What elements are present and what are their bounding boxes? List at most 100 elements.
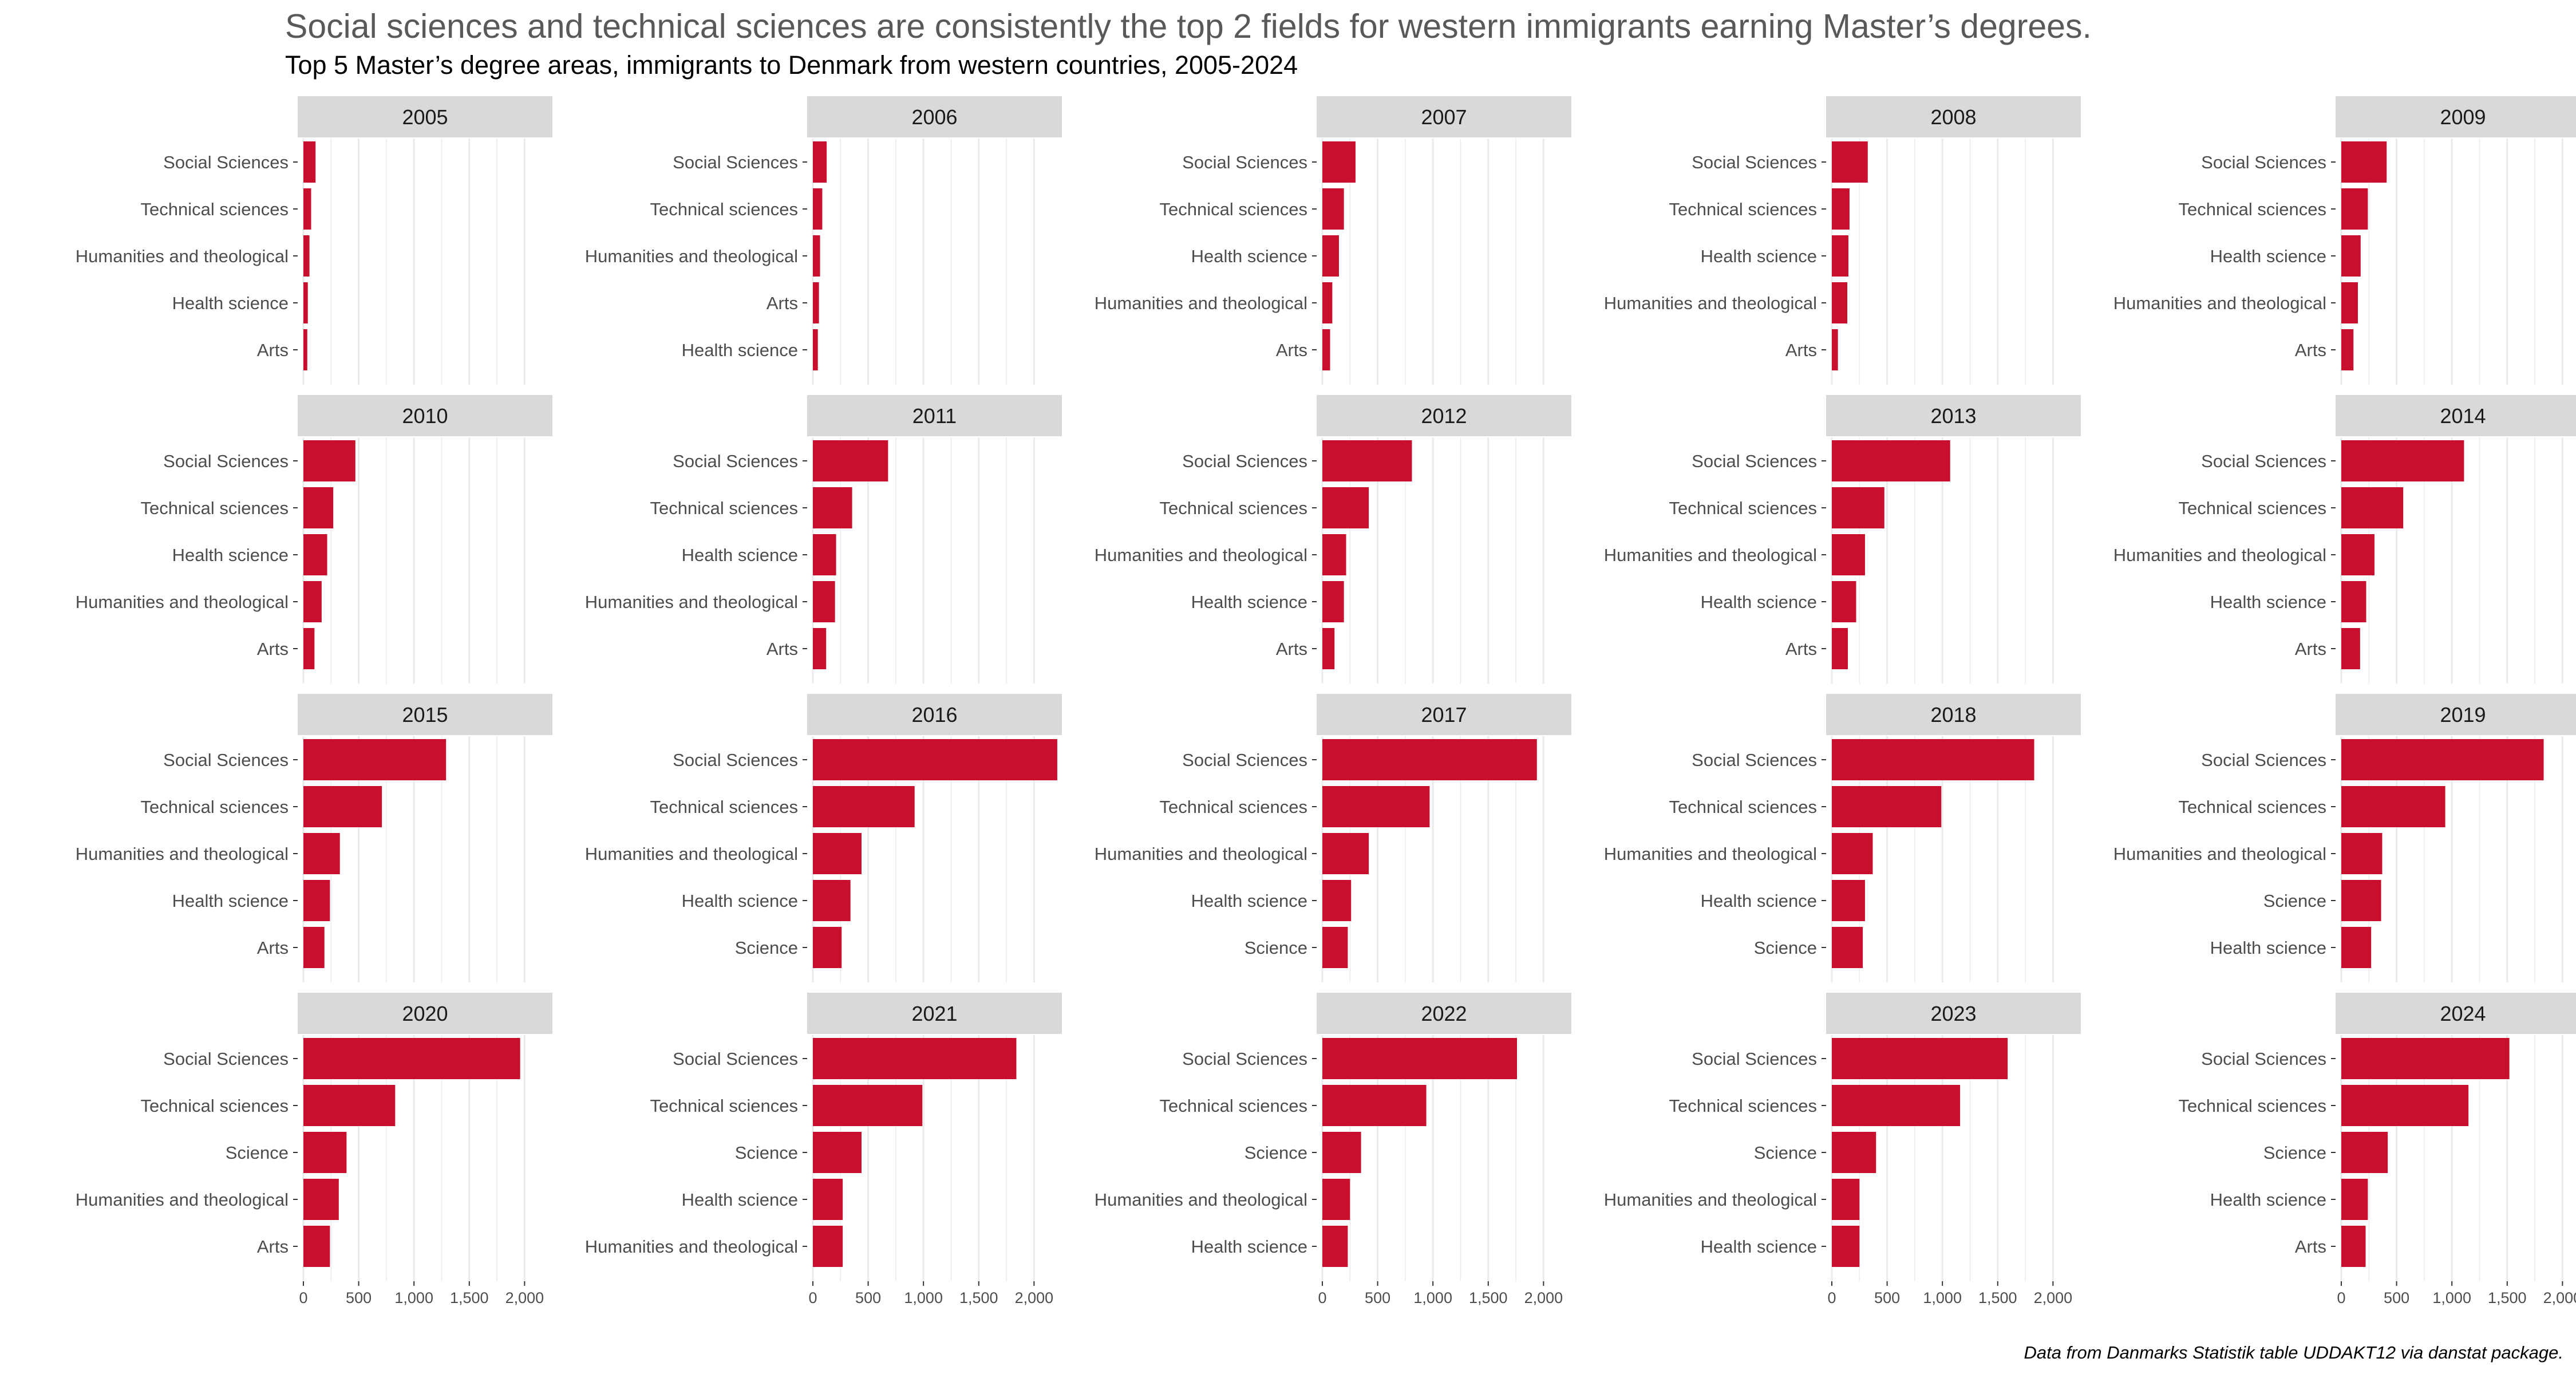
category-label: Arts — [767, 293, 798, 313]
facet-panel-2014: 2014 Social Sciences Technical sciences Hum… — [2113, 395, 2576, 684]
bar — [813, 1179, 843, 1220]
bar — [1322, 141, 1356, 183]
category-label: Technical sciences — [141, 199, 289, 219]
facet-strip-label: 2021 — [911, 1002, 957, 1025]
category-label: Humanities and theological — [2113, 545, 2326, 565]
bar — [303, 440, 355, 481]
facet-strip — [2336, 993, 2576, 1034]
bar — [813, 1085, 923, 1126]
bar — [303, 1132, 347, 1173]
category-label: Technical sciences — [1160, 498, 1307, 518]
category-label: Social Sciences — [1182, 152, 1307, 172]
category-label: Technical sciences — [1160, 1096, 1307, 1116]
bar — [2341, 329, 2354, 370]
category-label: Science — [1754, 1143, 1817, 1163]
category-label: Health science — [2210, 1190, 2326, 1210]
facet-panel-2024: 2024 Social Sciences Technical sciences Sci… — [2179, 993, 2576, 1306]
bar — [2341, 1038, 2510, 1079]
facet-panel-2017: 2017 Social Sciences Technical sciences Hum… — [1095, 694, 1571, 982]
bar — [1322, 1226, 1348, 1267]
category-label: Technical sciences — [2179, 199, 2326, 219]
bar — [1322, 628, 1335, 669]
x-tick-label: 1,500 — [959, 1289, 998, 1306]
facet-strip-label: 2008 — [1930, 105, 1976, 129]
bar — [1322, 282, 1333, 323]
bar — [2341, 880, 2381, 921]
bar — [303, 1226, 330, 1267]
facet-panel-2010: 2010 Social Sciences Technical sciences Hea… — [76, 395, 552, 684]
bar — [813, 1038, 1017, 1079]
bar — [1322, 487, 1369, 528]
category-label: Humanities and theological — [1604, 1190, 1817, 1210]
bar — [1832, 1085, 1961, 1126]
category-label: Technical sciences — [2179, 1096, 2326, 1116]
bar — [1832, 440, 1950, 481]
bar — [1832, 534, 1865, 575]
facet-strip — [1317, 694, 1571, 735]
bar — [1832, 235, 1848, 277]
category-label: Social Sciences — [1182, 1049, 1307, 1069]
category-label: Humanities and theological — [1604, 293, 1817, 313]
bar — [2341, 1085, 2469, 1126]
bar — [813, 786, 915, 827]
facet-strip-label: 2024 — [2440, 1002, 2486, 1025]
bar — [2341, 927, 2372, 968]
category-label: Health science — [1701, 592, 1817, 612]
facet-panel-2019: 2019 Social Sciences Technical sciences Hum… — [2113, 694, 2576, 982]
facet-panel-2008: 2008 Social Sciences Technical sciences Hea… — [1604, 96, 2081, 385]
bar — [1322, 188, 1344, 230]
facet-panel-2011: 2011 Social Sciences Technical sciences Hea… — [585, 395, 1062, 684]
category-label: Social Sciences — [1182, 451, 1307, 471]
category-label: Science — [2263, 891, 2326, 911]
facet-strip — [1826, 993, 2081, 1034]
x-tick-label: 2,000 — [505, 1289, 544, 1306]
category-label: Humanities and theological — [585, 246, 798, 266]
category-label: Technical sciences — [650, 199, 798, 219]
bar — [1322, 786, 1430, 827]
bar — [303, 581, 322, 622]
bar — [2341, 235, 2361, 277]
category-label: Social Sciences — [2201, 1049, 2326, 1069]
facet-strip — [807, 694, 1062, 735]
bar — [303, 833, 340, 874]
facet-strip — [1826, 694, 2081, 735]
bar — [813, 282, 819, 323]
x-tick-label: 1,000 — [1413, 1289, 1452, 1306]
bar — [1832, 282, 1848, 323]
category-label: Arts — [1276, 340, 1307, 360]
x-tick-label: 1,000 — [2432, 1289, 2471, 1306]
bar — [1832, 188, 1850, 230]
facet-strip — [298, 694, 552, 735]
bar — [813, 581, 835, 622]
facet-strip-label: 2016 — [911, 703, 957, 727]
facet-strip-label: 2013 — [1930, 404, 1976, 428]
facet-strip-label: 2018 — [1930, 703, 1976, 727]
bar — [1322, 440, 1412, 481]
x-tick-label: 0 — [808, 1289, 817, 1306]
category-label: Technical sciences — [650, 498, 798, 518]
x-tick-label: 2,000 — [2034, 1289, 2073, 1306]
facet-panel-2012: 2012 Social Sciences Technical sciences Hum… — [1095, 395, 1571, 684]
facet-strip-label: 2019 — [2440, 703, 2486, 727]
category-label: Health science — [1191, 592, 1307, 612]
category-label: Arts — [1276, 639, 1307, 659]
x-tick-label: 2,000 — [1015, 1289, 1054, 1306]
facet-strip-label: 2005 — [402, 105, 448, 129]
category-label: Humanities and theological — [1095, 844, 1307, 864]
bar — [2341, 440, 2464, 481]
bar — [2341, 786, 2445, 827]
bar — [813, 880, 851, 921]
category-label: Health science — [682, 1190, 798, 1210]
bar — [1832, 1179, 1860, 1220]
bar — [813, 141, 827, 183]
bar — [303, 487, 334, 528]
category-label: Humanities and theological — [585, 1237, 798, 1257]
x-tick-label: 500 — [2384, 1289, 2409, 1306]
bar — [1832, 628, 1848, 669]
category-label: Humanities and theological — [585, 844, 798, 864]
facet-panel-2009: 2009 Social Sciences Technical sciences Hea… — [2113, 96, 2576, 385]
bar — [813, 833, 862, 874]
category-label: Health science — [1701, 891, 1817, 911]
bar — [303, 534, 327, 575]
bar — [1832, 739, 2034, 780]
